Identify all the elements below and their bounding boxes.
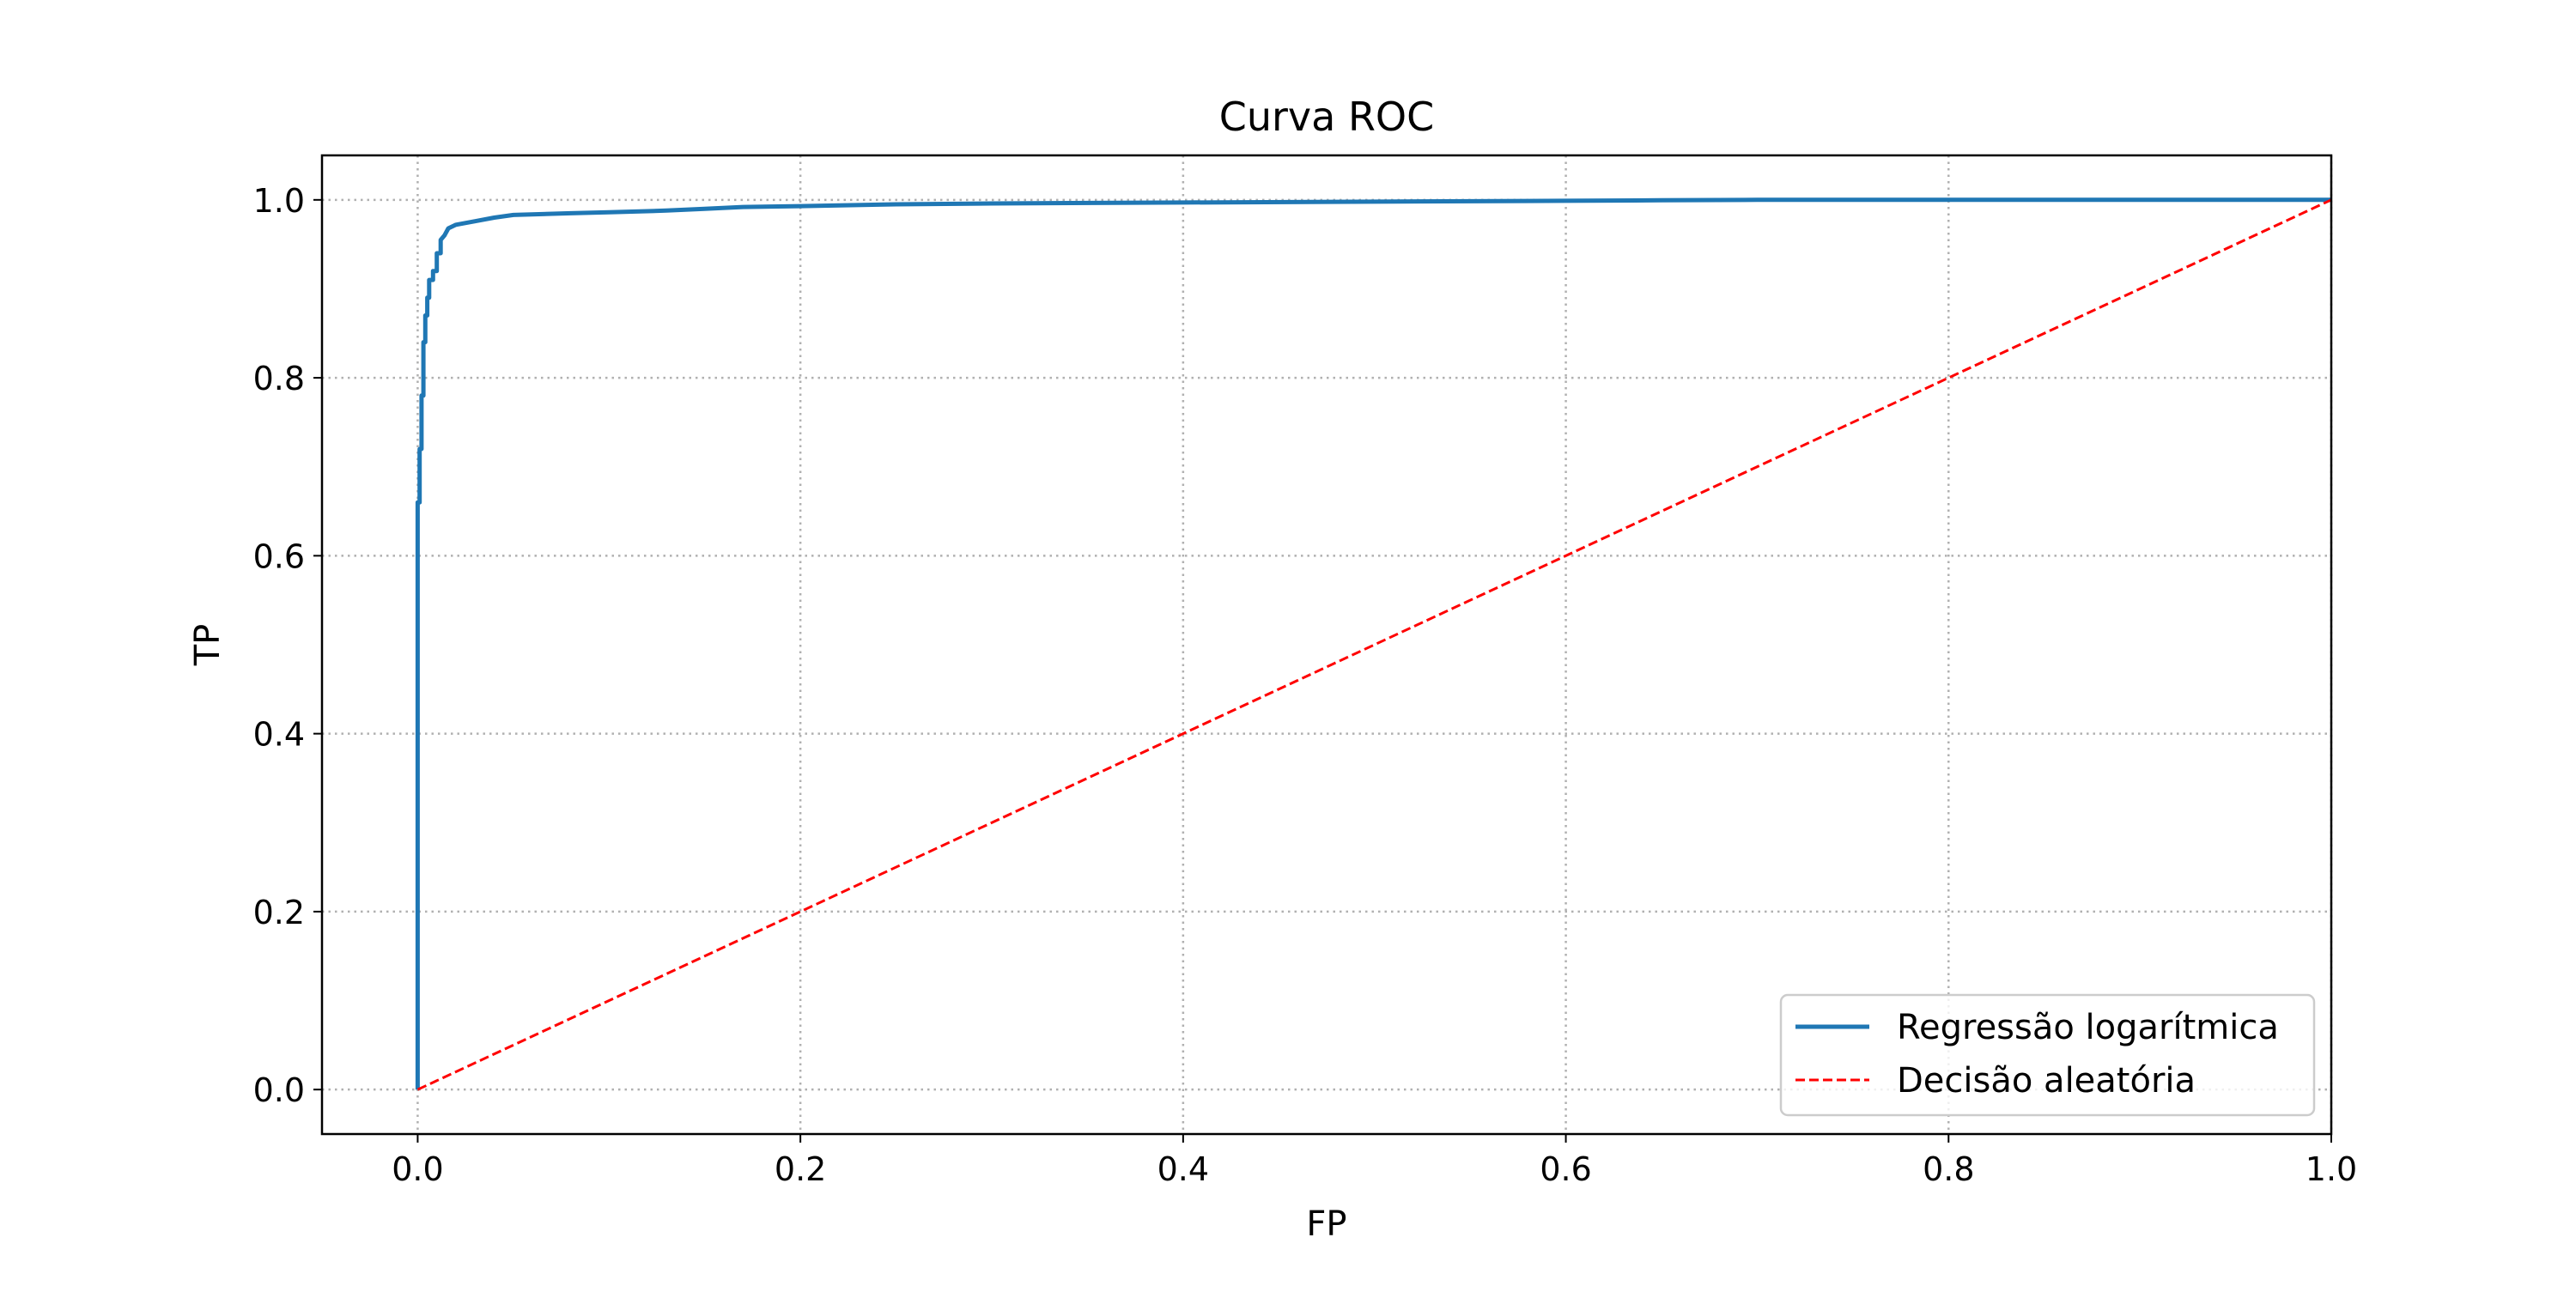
legend-label-random: Decisão aleatória [1897, 1061, 2196, 1101]
series-layer [415, 197, 2332, 1091]
axis-ticks: 0.0 0.2 0.4 0.6 0.8 1.0 0.0 0.2 0.4 0.6 0.8 1.0 [253, 182, 2358, 1188]
y-tick-label: 0.6 [253, 537, 305, 575]
grid-lines [322, 155, 2333, 1134]
y-tick-label: 0.0 [253, 1071, 305, 1109]
x-tick-label: 0.0 [392, 1150, 443, 1188]
x-tick-label: 0.6 [1540, 1150, 1591, 1188]
x-tick-label: 0.8 [1923, 1150, 1974, 1188]
legend: Regressão logarítmica Decisão aleatória [1779, 993, 2316, 1117]
random-decision-line [416, 198, 2332, 1091]
x-tick-label: 0.2 [775, 1150, 826, 1188]
plot-frame [320, 154, 2333, 1136]
chart-title: Curva ROC [1219, 94, 1435, 140]
y-tick-label: 0.8 [253, 360, 305, 397]
legend-label-logistic: Regressão logarítmica [1897, 1008, 2279, 1047]
x-tick-label: 0.4 [1157, 1150, 1209, 1188]
x-axis-label: FP [1306, 1204, 1346, 1244]
legend-box [1779, 993, 2316, 1117]
y-tick-label: 1.0 [253, 182, 305, 220]
x-tick-label: 1.0 [2306, 1150, 2357, 1188]
roc-curve-logistic [415, 197, 2331, 1090]
y-tick-label: 0.2 [253, 894, 305, 931]
y-axis-label: TP [188, 624, 228, 667]
y-tick-label: 0.4 [253, 716, 305, 754]
